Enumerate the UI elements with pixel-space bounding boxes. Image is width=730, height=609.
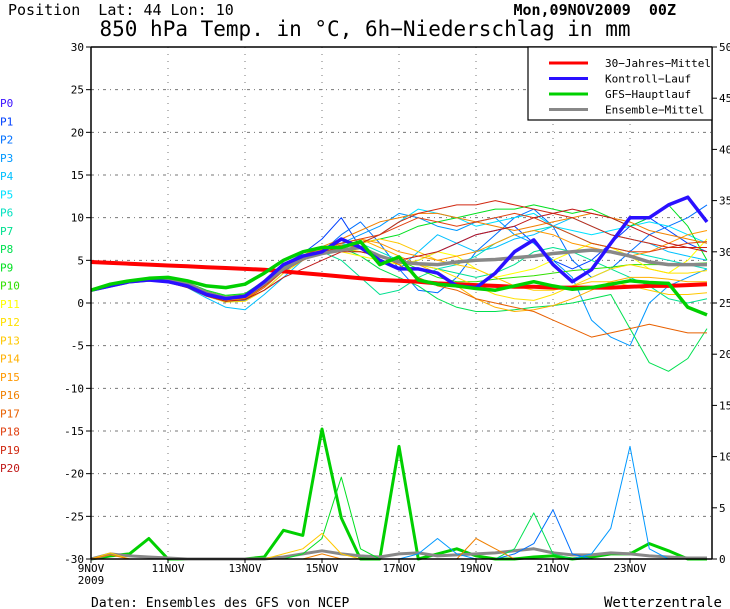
legend: 30−Jahres−Mittel Kontroll−Lauf GFS−Hauptla… bbox=[527, 46, 713, 121]
series-line-2 bbox=[90, 195, 709, 301]
member-label-p6: P6 bbox=[0, 207, 13, 220]
data-source: Daten: Ensembles des GFS von NCEP bbox=[91, 596, 349, 609]
member-label-p2: P2 bbox=[0, 134, 13, 147]
legend-label: Ensemble−Mittel bbox=[605, 104, 704, 117]
precip-lines bbox=[90, 427, 707, 561]
y2-tick-label: 50 bbox=[719, 41, 730, 54]
member-label-p1: P1 bbox=[0, 115, 13, 128]
x-tick-label: 17NOV bbox=[382, 562, 415, 575]
x-tick-label: 21NOV bbox=[536, 562, 569, 575]
y-tick-label: -15 bbox=[64, 425, 84, 438]
member-label-p15: P15 bbox=[0, 371, 20, 384]
series-line-3 bbox=[90, 239, 708, 317]
y-tick-label: -20 bbox=[64, 468, 84, 481]
y-tick-label: -5 bbox=[71, 340, 84, 353]
position-label: Position Lat: 44 Lon: 10 bbox=[8, 1, 234, 19]
y-tick-label: 30 bbox=[71, 41, 84, 54]
y2-tick-label: 10 bbox=[719, 451, 730, 464]
precip-line-5 bbox=[91, 476, 707, 560]
y-tick-label: 5 bbox=[77, 254, 84, 267]
member-label-p4: P4 bbox=[0, 170, 14, 183]
y2-tick-label: 40 bbox=[719, 143, 730, 156]
run-date: Mon,09NOV2009 00Z bbox=[513, 1, 676, 19]
member-labels: P0 P1 P2 P3 P4 P5 P6 P7 P8 P9 P10 P11 P12 P13 P14 P15 P1… bbox=[0, 97, 20, 475]
y-tick-label: 25 bbox=[71, 84, 84, 97]
grid bbox=[91, 47, 712, 559]
x-tick-label: 15NOV bbox=[305, 562, 338, 575]
legend-label: 30−Jahres−Mittel bbox=[605, 57, 711, 70]
member-label-p16: P16 bbox=[0, 389, 20, 402]
legend-label: Kontroll−Lauf bbox=[605, 73, 691, 86]
member-label-p8: P8 bbox=[0, 243, 13, 256]
member-label-p17: P17 bbox=[0, 407, 20, 420]
x-tick-label: 11NOV bbox=[151, 562, 184, 575]
legend-box bbox=[527, 46, 713, 121]
y2-tick-label: 25 bbox=[719, 297, 730, 310]
chart-title: 850 hPa Temp. in °C, 6h−Niederschlag in … bbox=[99, 17, 630, 41]
y-tick-label: -30 bbox=[64, 553, 84, 566]
member-label-p11: P11 bbox=[0, 298, 20, 311]
member-label-p12: P12 bbox=[0, 316, 20, 329]
x-tick-label: 23NOV bbox=[613, 562, 646, 575]
precip-line-1 bbox=[90, 547, 707, 561]
member-label-p13: P13 bbox=[0, 334, 20, 347]
member-label-p9: P9 bbox=[0, 261, 13, 274]
y2-tick-label: 15 bbox=[719, 399, 730, 412]
y2-tick-label: 20 bbox=[719, 348, 730, 361]
member-label-p5: P5 bbox=[0, 188, 13, 201]
x-tick-label: 9NOV bbox=[78, 562, 105, 575]
member-label-p10: P10 bbox=[0, 280, 20, 293]
y2-tick-label: 30 bbox=[719, 246, 730, 259]
x-tick-label: 19NOV bbox=[459, 562, 492, 575]
x-year-label: 2009 bbox=[78, 574, 105, 587]
member-label-p19: P19 bbox=[0, 444, 20, 457]
member-label-p20: P20 bbox=[0, 462, 20, 475]
y-tick-label: 15 bbox=[71, 169, 84, 182]
y-tick-label: -10 bbox=[64, 382, 84, 395]
y-tick-label: -25 bbox=[64, 510, 84, 523]
y2-tick-label: 0 bbox=[719, 553, 726, 566]
y-tick-label: 10 bbox=[71, 212, 84, 225]
brand: Wetterzentrale bbox=[604, 595, 722, 609]
y-tick-label: 0 bbox=[77, 297, 84, 310]
series-line-0 bbox=[90, 260, 708, 290]
precip-line-7 bbox=[90, 538, 707, 560]
member-label-p18: P18 bbox=[0, 426, 20, 439]
legend-label: GFS−Hauptlauf bbox=[605, 88, 691, 101]
main-lines bbox=[90, 195, 709, 317]
member-label-p14: P14 bbox=[0, 353, 20, 366]
y2-tick-label: 35 bbox=[719, 195, 730, 208]
member-label-p0: P0 bbox=[0, 97, 13, 110]
member-label-p7: P7 bbox=[0, 225, 13, 238]
axes: 302520151050-5-10-15-20-25-3050454035302… bbox=[64, 41, 730, 587]
precip-line-0 bbox=[90, 427, 707, 561]
y2-tick-label: 5 bbox=[719, 502, 726, 515]
member-label-p3: P3 bbox=[0, 152, 13, 165]
y-tick-label: 20 bbox=[71, 126, 84, 139]
y2-tick-label: 45 bbox=[719, 92, 730, 105]
x-tick-label: 13NOV bbox=[228, 562, 261, 575]
